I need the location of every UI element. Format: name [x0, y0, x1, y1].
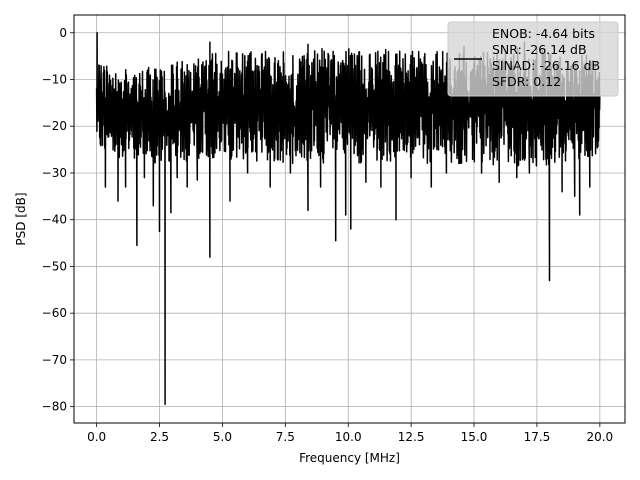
x-tick-label: 15.0: [461, 430, 488, 444]
x-tick-label: 17.5: [524, 430, 551, 444]
y-axis-label: PSD [dB]: [14, 192, 28, 245]
legend-box: [447, 21, 619, 97]
psd-line: [95, 32, 601, 406]
y-tick-label: −60: [42, 306, 67, 320]
y-tick-label: −50: [42, 259, 67, 273]
y-tick-label: −40: [42, 213, 67, 227]
y-tick-label: 0: [59, 26, 67, 40]
x-tick-label: 12.5: [398, 430, 425, 444]
x-axis-label: Frequency [MHz]: [299, 451, 400, 465]
x-tick-label: 0.0: [87, 430, 106, 444]
legend-label-line: ENOB: -4.64 bits: [492, 26, 595, 41]
plot-frame: [73, 14, 626, 424]
x-tick-label: 20.0: [586, 430, 613, 444]
x-tick-label: 5.0: [213, 430, 232, 444]
axis-ticks: 0.0 2.5 5.0 7.5 10.0 12.5 15.0 17.5 20.0 0 −10 −20 −…: [42, 26, 614, 444]
x-tick-label: 2.5: [150, 430, 169, 444]
y-tick-label: −30: [42, 166, 67, 180]
y-tick-label: −70: [42, 353, 67, 367]
x-tick-label: 10.0: [335, 430, 362, 444]
psd-series: [95, 32, 601, 406]
legend-label-line: SNR: -26.14 dB: [492, 42, 587, 57]
y-tick-label: −80: [42, 400, 67, 414]
x-tick-label: 7.5: [276, 430, 295, 444]
legend-label-line: SFDR: 0.12: [492, 74, 561, 89]
y-tick-label: −10: [42, 72, 67, 86]
legend-label-line: SINAD: -26.16 dB: [492, 58, 600, 73]
y-tick-label: −20: [42, 119, 67, 133]
